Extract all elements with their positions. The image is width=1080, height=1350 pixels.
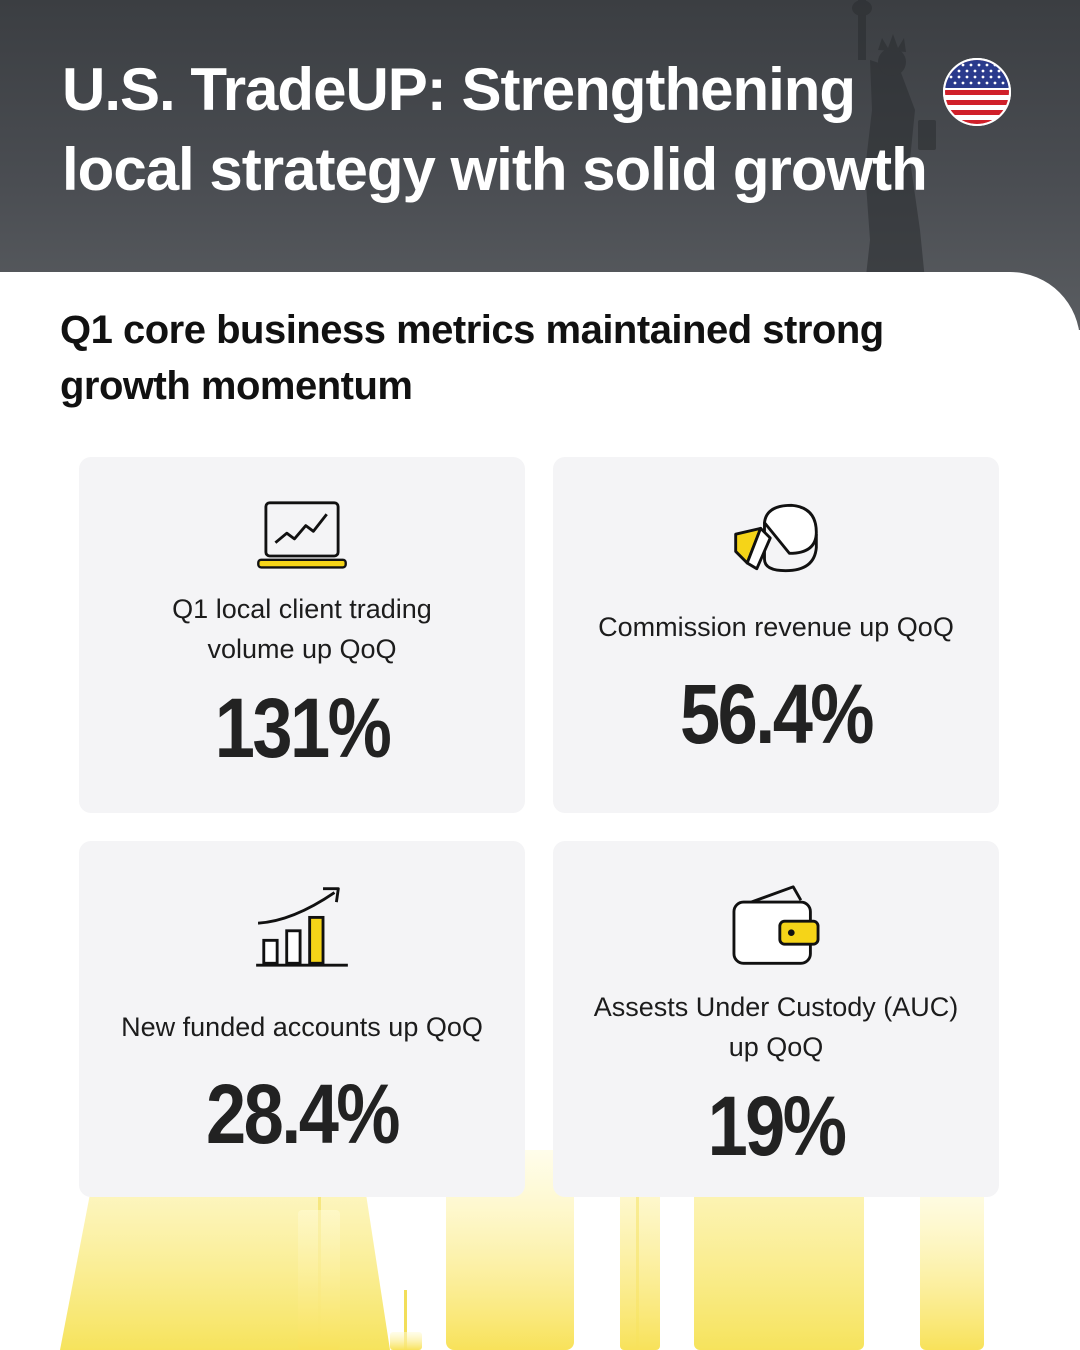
section-subtitle: Q1 core business metrics maintained stro… [60, 302, 1020, 414]
title-line-1: U.S. TradeUP: Strengthening [62, 56, 856, 123]
metric-card-auc: Assests Under Custody (AUC) up QoQ 19% [553, 841, 999, 1197]
subtitle-line-1: Q1 core business metrics maintained stro… [60, 308, 884, 352]
laptop-chart-icon [257, 501, 347, 569]
pie-chart-icon [734, 503, 818, 573]
content-panel: Q1 core business metrics maintained stro… [0, 272, 1080, 1350]
us-flag-icon [943, 58, 1011, 126]
statue-of-liberty-image [852, 0, 936, 330]
metric-card-funded-accounts: New funded accounts up QoQ 28.4% [79, 841, 525, 1197]
metric-label: Commission revenue up QoQ [598, 612, 954, 642]
metric-card-trading-volume: Q1 local client trading volume up QoQ 13… [79, 457, 525, 813]
metric-value: 19% [707, 1079, 847, 1173]
metric-value: 131% [214, 681, 392, 775]
metric-label: Q1 local client trading volume up QoQ [172, 594, 432, 664]
wallet-icon [732, 885, 820, 965]
metric-card-commission-revenue: Commission revenue up QoQ 56.4% [553, 457, 999, 813]
metric-label: Assests Under Custody (AUC) up QoQ [593, 992, 959, 1062]
metric-value: 56.4% [680, 667, 875, 761]
title-line-2: local strategy with solid growth [62, 136, 928, 203]
subtitle-line-2: growth momentum [60, 364, 413, 408]
metric-label: New funded accounts up QoQ [121, 1012, 483, 1042]
page-title: U.S. TradeUP: Strengthening local strate… [62, 50, 942, 210]
bar-growth-icon [256, 887, 348, 967]
header-banner: U.S. TradeUP: Strengthening local strate… [0, 0, 1080, 330]
metric-value: 28.4% [206, 1067, 401, 1161]
